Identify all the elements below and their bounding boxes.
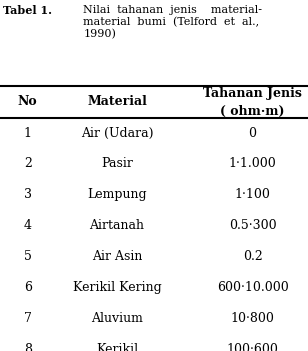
Text: 8: 8 [24, 343, 32, 351]
Text: Tahanan Jenis: Tahanan Jenis [203, 86, 302, 100]
Text: 10·800: 10·800 [231, 312, 274, 325]
Text: Air (Udara): Air (Udara) [81, 126, 153, 140]
Text: ( ohm·m): ( ohm·m) [220, 105, 285, 118]
Text: Material: Material [87, 95, 147, 108]
Text: Pasir: Pasir [101, 157, 133, 171]
Text: 6: 6 [24, 281, 32, 294]
Text: 1·1.000: 1·1.000 [229, 157, 277, 171]
Text: 3: 3 [24, 188, 32, 201]
Text: Airtanah: Airtanah [90, 219, 144, 232]
Text: 1·100: 1·100 [235, 188, 270, 201]
Text: 0: 0 [249, 126, 257, 140]
Text: 1: 1 [24, 126, 32, 140]
Text: 0.2: 0.2 [243, 250, 262, 263]
Text: Aluvium: Aluvium [91, 312, 143, 325]
Text: No: No [18, 95, 38, 108]
Text: Nilai  tahanan  jenis    material-
material  bumi  (Telford  et  al.,
1990): Nilai tahanan jenis material- material b… [83, 5, 262, 39]
Text: Air Asin: Air Asin [92, 250, 142, 263]
Text: 4: 4 [24, 219, 32, 232]
Text: 5: 5 [24, 250, 32, 263]
Text: Lempung: Lempung [87, 188, 147, 201]
Text: 100·600: 100·600 [227, 343, 278, 351]
Text: Kerikil: Kerikil [96, 343, 138, 351]
Text: 600·10.000: 600·10.000 [217, 281, 288, 294]
Text: 7: 7 [24, 312, 32, 325]
Text: Tabel 1.: Tabel 1. [3, 5, 52, 16]
Text: 0.5·300: 0.5·300 [229, 219, 276, 232]
Text: 2: 2 [24, 157, 32, 171]
Text: Kerikil Kering: Kerikil Kering [73, 281, 161, 294]
